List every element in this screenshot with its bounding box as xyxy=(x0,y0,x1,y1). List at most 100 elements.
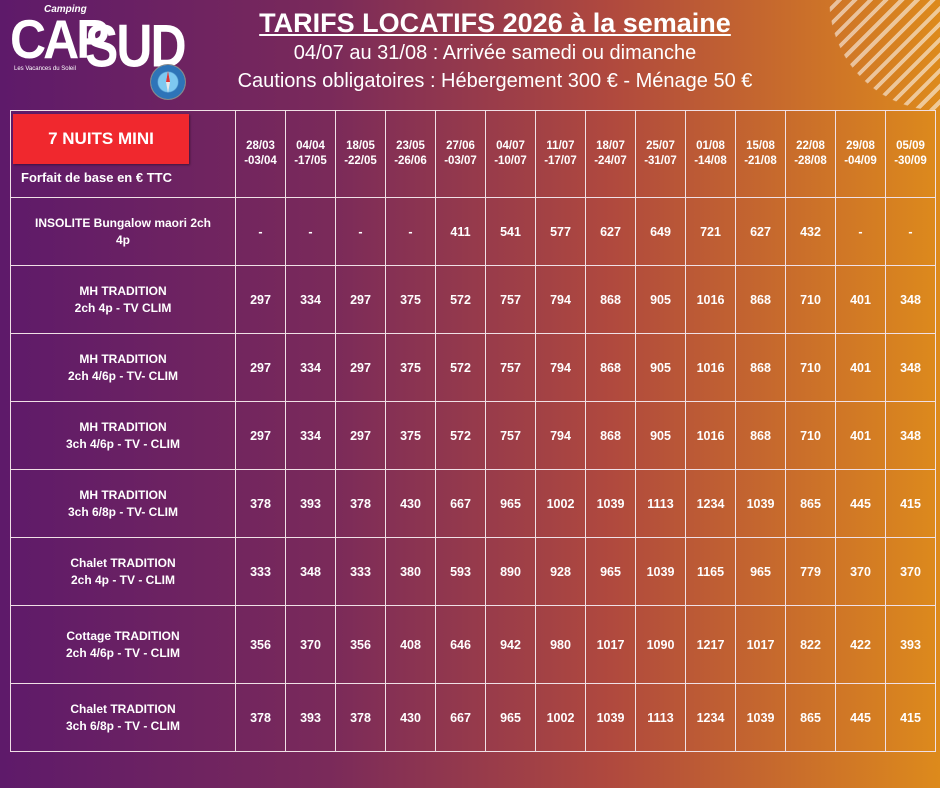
price-cell: 297 xyxy=(336,334,386,402)
accommodation-name-line: 3ch 6/8p - TV- CLIM xyxy=(15,504,231,521)
price-cell: 1017 xyxy=(736,606,786,684)
price-cell: 1234 xyxy=(686,470,736,538)
accommodation-name: Cottage TRADITION 2ch 4/6p - TV - CLIM xyxy=(11,606,236,684)
price-cell: 1039 xyxy=(736,470,786,538)
period-header: 04/04 -17/05 xyxy=(286,111,336,198)
base-rate-label: Forfait de base en € TTC xyxy=(21,170,172,185)
price-cell: 1039 xyxy=(736,684,786,752)
price-cell: 378 xyxy=(236,470,286,538)
period-date: 05/09 xyxy=(886,139,935,154)
price-cell: 348 xyxy=(286,538,336,606)
price-cell: 1039 xyxy=(586,470,636,538)
accommodation-name-line: MH TRADITION xyxy=(15,283,231,300)
price-cell: 334 xyxy=(286,266,336,334)
accommodation-name-line: 4p xyxy=(15,232,231,249)
period-date: 01/08 xyxy=(686,139,735,154)
period-date: 11/07 xyxy=(536,139,585,154)
period-date: -21/08 xyxy=(736,154,785,169)
accommodation-name: MH TRADITION 2ch 4/6p - TV- CLIM xyxy=(11,334,236,402)
price-cell: 1016 xyxy=(686,334,736,402)
price-cell: 445 xyxy=(836,470,886,538)
price-cell: 928 xyxy=(536,538,586,606)
period-date: -03/07 xyxy=(436,154,485,169)
price-cell: - xyxy=(386,198,436,266)
period-date: 04/04 xyxy=(286,139,335,154)
price-cell: 401 xyxy=(836,402,886,470)
accommodation-name-line: MH TRADITION xyxy=(15,487,231,504)
price-cell: 356 xyxy=(336,606,386,684)
price-cell: - xyxy=(886,198,936,266)
table-row: MH TRADITION 2ch 4/6p - TV- CLIM 297 334 297… xyxy=(11,334,936,402)
price-cell: 572 xyxy=(436,402,486,470)
price-cell: 401 xyxy=(836,334,886,402)
price-cell: 1165 xyxy=(686,538,736,606)
price-cell: 779 xyxy=(786,538,836,606)
period-date: 18/05 xyxy=(336,139,385,154)
price-cell: 370 xyxy=(286,606,336,684)
period-date: -17/07 xyxy=(536,154,585,169)
price-cell: 445 xyxy=(836,684,886,752)
period-date: -04/09 xyxy=(836,154,885,169)
price-cell: 415 xyxy=(886,470,936,538)
price-cell: 333 xyxy=(336,538,386,606)
price-cell: 667 xyxy=(436,684,486,752)
deposit-info: Cautions obligatoires : Hébergement 300 … xyxy=(190,67,800,95)
table-row: INSOLITE Bungalow maori 2ch 4p - - - -411 541 5… xyxy=(11,198,936,266)
price-cell: 667 xyxy=(436,470,486,538)
price-cell: 1002 xyxy=(536,470,586,538)
period-date: 29/08 xyxy=(836,139,885,154)
price-cell: 794 xyxy=(536,266,586,334)
price-cell: 794 xyxy=(536,402,586,470)
price-cell: 942 xyxy=(486,606,536,684)
price-cell: 393 xyxy=(886,606,936,684)
period-date: -26/06 xyxy=(386,154,435,169)
period-header: 04/07 -10/07 xyxy=(486,111,536,198)
price-cell: 757 xyxy=(486,266,536,334)
period-date: -10/07 xyxy=(486,154,535,169)
period-date: -14/08 xyxy=(686,154,735,169)
price-cell: 627 xyxy=(736,198,786,266)
decorative-stripes xyxy=(790,0,940,110)
accommodation-name-line: 3ch 4/6p - TV - CLIM xyxy=(15,436,231,453)
price-cell: 572 xyxy=(436,266,486,334)
price-cell: 370 xyxy=(836,538,886,606)
price-cell: 380 xyxy=(386,538,436,606)
accommodation-name-line: Chalet TRADITION xyxy=(15,555,231,572)
accommodation-name: MH TRADITION 3ch 6/8p - TV- CLIM xyxy=(11,470,236,538)
price-cell: 297 xyxy=(336,266,386,334)
accommodation-name-line: MH TRADITION xyxy=(15,419,231,436)
price-cell: 356 xyxy=(236,606,286,684)
price-cell: 334 xyxy=(286,402,336,470)
price-cell: 710 xyxy=(786,334,836,402)
compass-icon xyxy=(150,64,186,100)
period-header: 01/08 -14/08 xyxy=(686,111,736,198)
price-cell: 577 xyxy=(536,198,586,266)
period-date: 22/08 xyxy=(786,139,835,154)
accommodation-name-line: 2ch 4/6p - TV - CLIM xyxy=(15,645,231,662)
accommodation-name: Chalet TRADITION 2ch 4p - TV - CLIM xyxy=(11,538,236,606)
price-cell: 378 xyxy=(336,684,386,752)
price-cell: 415 xyxy=(886,684,936,752)
price-cell: 868 xyxy=(586,402,636,470)
price-cell: 348 xyxy=(886,402,936,470)
price-cell: 297 xyxy=(236,402,286,470)
price-cell: 822 xyxy=(786,606,836,684)
period-date: 04/07 xyxy=(486,139,535,154)
period-date: 15/08 xyxy=(736,139,785,154)
price-cell: 710 xyxy=(786,402,836,470)
table-row: MH TRADITION 2ch 4p - TV CLIM 297 334 297 375… xyxy=(11,266,936,334)
price-cell: 393 xyxy=(286,684,336,752)
accommodation-name-line: Chalet TRADITION xyxy=(15,701,231,718)
price-cell: 401 xyxy=(836,266,886,334)
price-cell: 572 xyxy=(436,334,486,402)
price-cell: 297 xyxy=(236,334,286,402)
price-cell: 297 xyxy=(236,266,286,334)
table-header-row: Forfait de base en € TTC 7 NUITS MINI 28… xyxy=(11,111,936,198)
period-header: 25/07 -31/07 xyxy=(636,111,686,198)
price-cell: 868 xyxy=(586,266,636,334)
accommodation-name-line: MH TRADITION xyxy=(15,351,231,368)
price-cell: 411 xyxy=(436,198,486,266)
price-cell: 378 xyxy=(236,684,286,752)
price-cell: 375 xyxy=(386,334,436,402)
price-cell: 541 xyxy=(486,198,536,266)
